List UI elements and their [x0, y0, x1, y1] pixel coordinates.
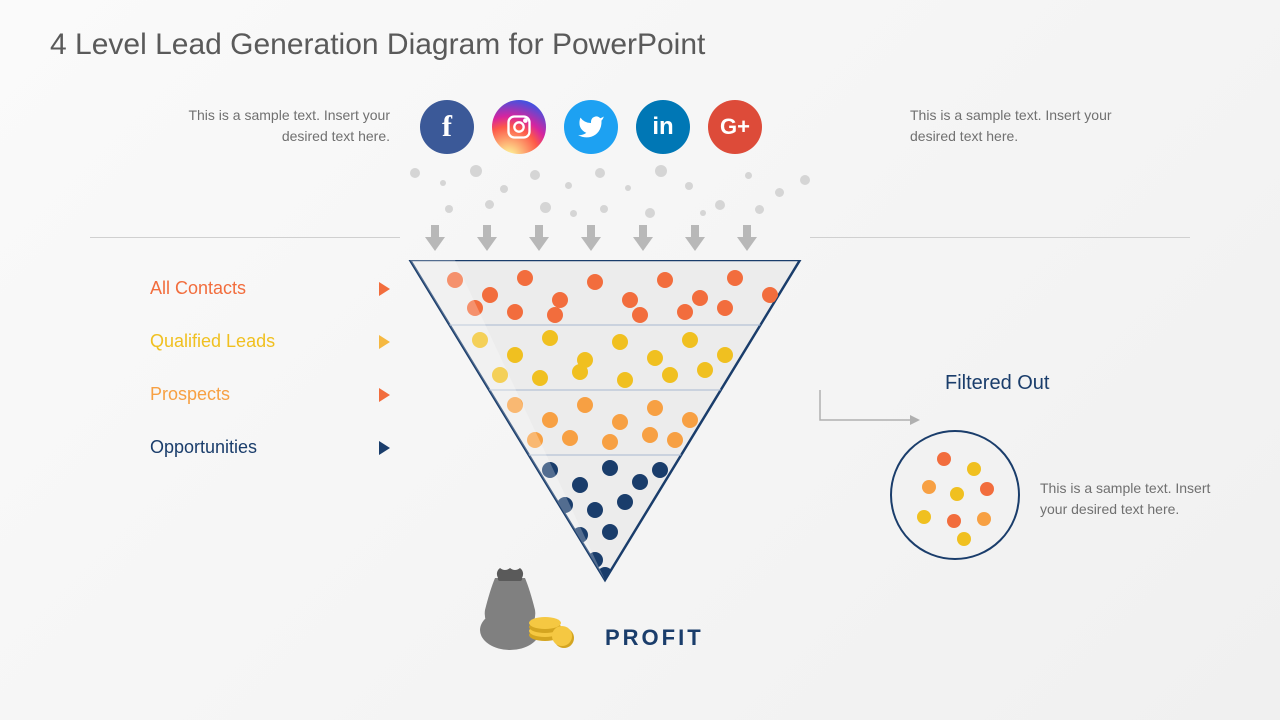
sample-text-left: This is a sample text. Insert your desir… [150, 105, 390, 147]
googleplus-icon: G+ [708, 100, 762, 154]
twitter-icon [564, 100, 618, 154]
facebook-icon: f [420, 100, 474, 154]
down-arrows [425, 225, 757, 251]
arrow-down-icon [425, 225, 445, 251]
level-qualified-leads: Qualified Leads [150, 331, 390, 352]
linkedin-icon: in [636, 100, 690, 154]
filtered-out-text: This is a sample text. Insert your desir… [1040, 478, 1220, 520]
filtered-out-circle [890, 430, 1020, 560]
arrow-down-icon [477, 225, 497, 251]
filtered-out-label: Filtered Out [945, 370, 1049, 396]
slide-title: 4 Level Lead Generation Diagram for Powe… [50, 28, 705, 62]
money-bag-icon [470, 560, 580, 650]
funnel-diagram [395, 260, 815, 600]
level-labels: All Contacts Qualified Leads Prospects O… [150, 278, 390, 490]
level-opportunities: Opportunities [150, 437, 390, 458]
arrow-down-icon [737, 225, 757, 251]
social-icons-row: f in G+ [420, 100, 762, 154]
funnel-svg [395, 260, 815, 600]
connector-arrow [815, 385, 925, 445]
profit-label: PROFIT [605, 625, 704, 651]
divider-left [90, 237, 400, 238]
arrow-down-icon [529, 225, 549, 251]
instagram-icon [492, 100, 546, 154]
arrow-down-icon [685, 225, 705, 251]
arrow-down-icon [581, 225, 601, 251]
sample-text-right: This is a sample text. Insert your desir… [910, 105, 1130, 147]
divider-right [810, 237, 1190, 238]
level-prospects: Prospects [150, 384, 390, 405]
particle-dots [390, 160, 820, 230]
level-all-contacts: All Contacts [150, 278, 390, 299]
arrow-down-icon [633, 225, 653, 251]
